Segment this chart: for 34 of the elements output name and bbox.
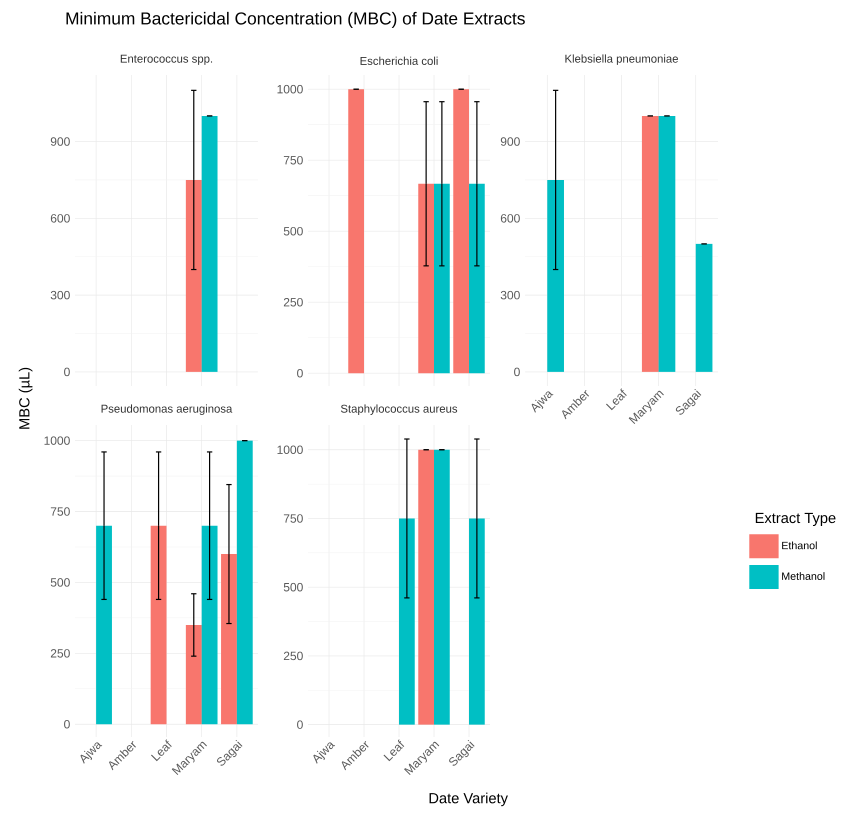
y-tick-label: 250 bbox=[284, 652, 303, 660]
y-tick-label: 500 bbox=[50, 578, 70, 587]
y-tick-label: 750 bbox=[284, 156, 303, 164]
y-tick-label: 1000 bbox=[44, 436, 70, 445]
legend-label: Methanol bbox=[782, 572, 824, 580]
y-axis-title: MBC (µL) bbox=[18, 368, 32, 429]
legend-title: Extract Type bbox=[756, 512, 836, 526]
y-tick-label: 500 bbox=[284, 226, 303, 236]
y-tick-label: 600 bbox=[500, 214, 520, 223]
y-tick-label: 900 bbox=[500, 137, 520, 146]
y-tick-label: 0 bbox=[514, 368, 520, 376]
chart-subtitle: Pseudomonas aeruginosa bbox=[102, 404, 232, 415]
x-axis-title: Date Variety bbox=[430, 792, 508, 806]
legend-label: Ethanol bbox=[782, 541, 817, 550]
y-tick-label: 750 bbox=[50, 507, 70, 516]
y-tick-label: 0 bbox=[64, 368, 70, 376]
y-tick-label: 0 bbox=[297, 720, 303, 729]
y-tick-label: 900 bbox=[50, 137, 70, 146]
y-tick-label: 1000 bbox=[278, 84, 303, 94]
y-tick-label: 0 bbox=[64, 720, 70, 728]
y-tick-label: 500 bbox=[284, 582, 303, 592]
y-tick-label: 750 bbox=[284, 514, 303, 523]
text: Minimum Bactericidal Concentration (MBC) of Date Extracts bbox=[66, 12, 525, 28]
y-tick-label: 250 bbox=[50, 649, 70, 658]
chart-subtitle: Staphylococcus aureus bbox=[340, 404, 458, 415]
chart-subtitle: Enterococcus spp. bbox=[120, 54, 212, 65]
y-tick-label: 300 bbox=[500, 290, 520, 300]
y-tick-label: 300 bbox=[50, 290, 70, 300]
chart-subtitle: Klebsiella pneumoniae bbox=[565, 54, 678, 65]
chart-subtitle: Escherichia coli bbox=[360, 56, 438, 65]
y-tick-label: 1000 bbox=[278, 445, 303, 454]
y-tick-label: 0 bbox=[297, 368, 303, 378]
y-tick-label: 250 bbox=[284, 298, 303, 306]
y-tick-label: 600 bbox=[50, 214, 70, 223]
